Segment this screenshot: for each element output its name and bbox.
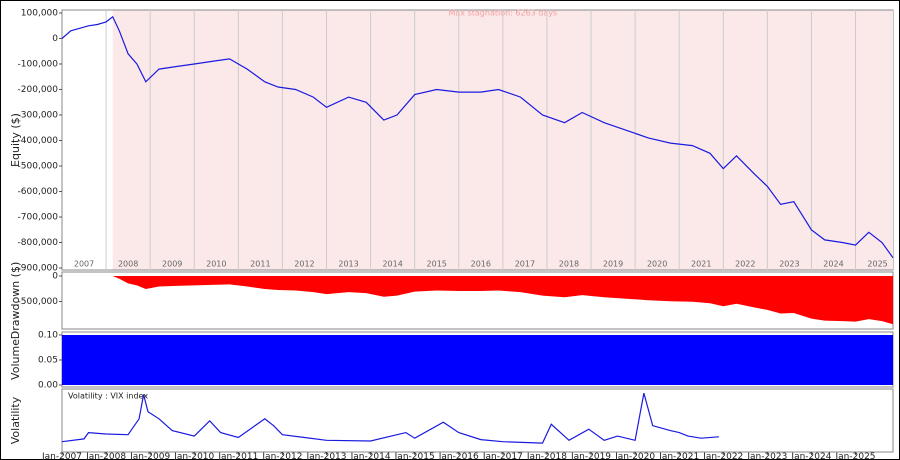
series-line bbox=[61, 15, 894, 259]
year-label: 2010 bbox=[206, 260, 226, 269]
year-label: 2014 bbox=[382, 260, 402, 269]
x-tick-label: Jan-2007 bbox=[41, 452, 82, 460]
y-tick-label: 0.00 bbox=[38, 381, 58, 391]
x-tick-label: Jan-2011 bbox=[217, 452, 258, 460]
year-label: 2015 bbox=[427, 260, 447, 269]
legend-label: Volatility : VIX index bbox=[68, 392, 148, 401]
x-tick-label: Jan-2018 bbox=[526, 452, 567, 460]
x-tick-label: Jan-2017 bbox=[482, 452, 523, 460]
series-line bbox=[61, 392, 719, 444]
x-tick-label: Jan-2023 bbox=[746, 452, 787, 460]
y-tick-label: -700,000 bbox=[18, 213, 59, 223]
y-tick-label: -100,000 bbox=[18, 60, 59, 70]
series-area bbox=[62, 335, 893, 385]
y-axis-label: Drawdown ($) bbox=[9, 262, 22, 340]
year-label: 2009 bbox=[162, 260, 182, 269]
x-tick-label: Jan-2010 bbox=[173, 452, 214, 460]
x-tick-label: Jan-2008 bbox=[85, 452, 126, 460]
year-label: 2019 bbox=[603, 260, 623, 269]
series-area bbox=[62, 276, 893, 325]
year-label: 2021 bbox=[691, 260, 711, 269]
x-tick-label: Jan-2013 bbox=[305, 452, 346, 460]
y-tick-label: -900,000 bbox=[18, 264, 59, 274]
y-tick-label: -600,000 bbox=[18, 187, 59, 197]
year-label: 2022 bbox=[735, 260, 755, 269]
y-tick-label: -300,000 bbox=[18, 111, 59, 121]
year-label: 2025 bbox=[867, 260, 887, 269]
y-tick-label: 0.10 bbox=[38, 331, 58, 341]
x-tick-label: Jan-2025 bbox=[835, 452, 876, 460]
y-tick-label: -800,000 bbox=[18, 238, 59, 248]
year-label: 2013 bbox=[338, 260, 358, 269]
year-label: 2007 bbox=[74, 260, 94, 269]
x-tick-label: Jan-2015 bbox=[394, 452, 435, 460]
year-label: 2017 bbox=[515, 260, 535, 269]
year-label: 2016 bbox=[471, 260, 491, 269]
year-label: 2024 bbox=[823, 260, 843, 269]
y-tick-label: 0 bbox=[52, 272, 58, 282]
y-axis-label: Volatility bbox=[9, 396, 22, 444]
x-tick-label: Jan-2024 bbox=[790, 452, 831, 460]
y-axis-label: Equity ($) bbox=[9, 113, 22, 167]
y-tick-label: -400,000 bbox=[18, 136, 59, 146]
year-label: 2008 bbox=[118, 260, 138, 269]
x-tick-label: Jan-2016 bbox=[438, 452, 479, 460]
x-tick-label: Jan-2009 bbox=[129, 452, 170, 460]
x-tick-label: Jan-2012 bbox=[261, 452, 302, 460]
y-tick-label: 100,000 bbox=[21, 9, 58, 19]
year-label: 2012 bbox=[294, 260, 314, 269]
x-tick-label: Jan-2021 bbox=[658, 452, 699, 460]
year-label: 2011 bbox=[250, 260, 270, 269]
y-tick-label: -500,000 bbox=[18, 297, 59, 307]
y-tick-label: 0.05 bbox=[38, 356, 58, 366]
x-tick-label: Jan-2020 bbox=[614, 452, 655, 460]
year-label: 2023 bbox=[779, 260, 799, 269]
y-tick-label: -500,000 bbox=[18, 162, 59, 172]
y-tick-label: -200,000 bbox=[18, 85, 59, 95]
y-tick-label: 0 bbox=[52, 34, 58, 44]
x-tick-label: Jan-2019 bbox=[570, 452, 611, 460]
y-axis-label: Volume bbox=[9, 339, 22, 380]
year-label: 2018 bbox=[559, 260, 579, 269]
x-tick-label: Jan-2014 bbox=[350, 452, 391, 460]
year-label: 2020 bbox=[647, 260, 667, 269]
x-tick-label: Jan-2022 bbox=[702, 452, 743, 460]
panel bbox=[61, 388, 894, 453]
